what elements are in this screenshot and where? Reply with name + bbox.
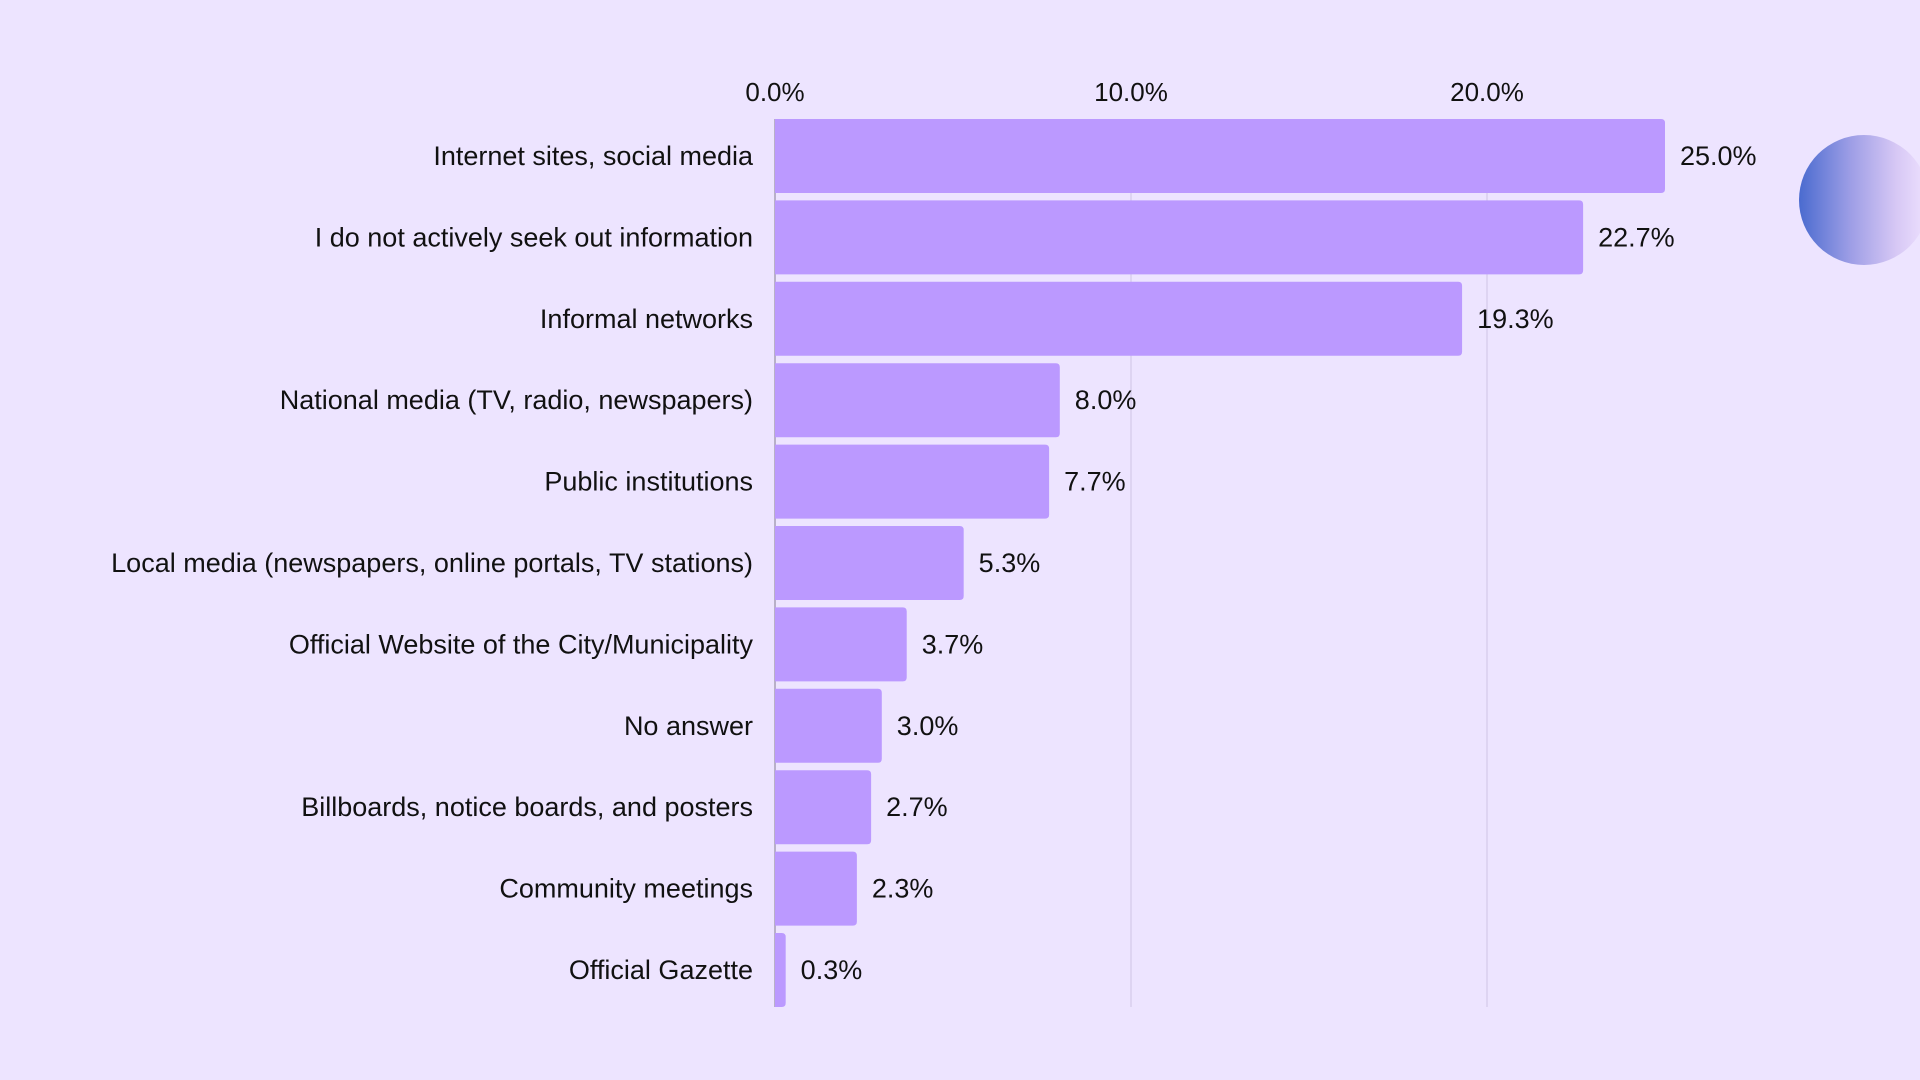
value-label: 22.7% — [1598, 222, 1675, 252]
x-tick-label: 0.0% — [745, 77, 804, 107]
bar — [775, 444, 1050, 519]
category-label: I do not actively seek out information — [315, 222, 753, 252]
value-label: 0.3% — [801, 955, 863, 985]
bar — [775, 200, 1584, 275]
category-label: Official Gazette — [569, 955, 753, 985]
decorative-gradient-circle — [1799, 135, 1920, 265]
category-label: Internet sites, social media — [433, 141, 754, 171]
bar — [775, 119, 1665, 193]
value-label: 2.3% — [872, 874, 934, 904]
bar — [775, 526, 964, 600]
value-label: 25.0% — [1680, 141, 1757, 171]
value-label: 19.3% — [1477, 304, 1554, 334]
value-label: 8.0% — [1075, 385, 1137, 415]
value-label: 5.3% — [979, 548, 1041, 578]
bar — [775, 607, 907, 682]
bar — [775, 933, 786, 1007]
x-tick-label: 20.0% — [1450, 77, 1524, 107]
category-label: Billboards, notice boards, and posters — [301, 792, 753, 822]
value-label: 3.7% — [922, 629, 984, 659]
category-label: Local media (newspapers, online portals,… — [111, 548, 753, 578]
value-labels: 25.0% 22.7% 19.3% 8.0% 7.7% 5.3% 3.7% 3.0% 2.7% 2… — [801, 141, 1757, 985]
category-label: Community meetings — [499, 874, 753, 904]
value-label: 2.7% — [886, 792, 948, 822]
category-labels: Internet sites, social media I do not act… — [111, 141, 754, 985]
bar — [775, 851, 857, 926]
category-label: National media (TV, radio, newspapers) — [280, 385, 753, 415]
bar — [775, 688, 882, 763]
category-label: No answer — [624, 711, 753, 741]
bars — [775, 119, 1665, 1007]
value-label: 3.0% — [897, 711, 959, 741]
value-label: 7.7% — [1064, 467, 1126, 497]
category-label: Public institutions — [544, 467, 753, 497]
bar — [775, 363, 1060, 438]
category-label: Official Website of the City/Municipalit… — [289, 629, 754, 659]
bar — [775, 281, 1463, 356]
x-tick-label: 10.0% — [1094, 77, 1168, 107]
x-axis-ticks: 0.0% 10.0% 20.0% — [745, 77, 1524, 107]
category-label: Informal networks — [540, 304, 753, 334]
bar — [775, 770, 872, 845]
